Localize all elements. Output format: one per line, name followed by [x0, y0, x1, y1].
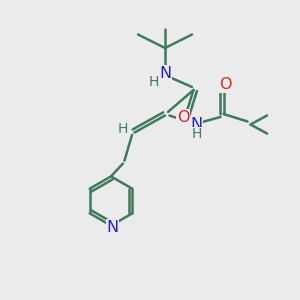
Text: H: H — [191, 128, 202, 141]
Text: O: O — [219, 77, 231, 92]
Text: H: H — [118, 122, 128, 136]
Text: N: N — [159, 66, 171, 81]
Text: N: N — [106, 220, 119, 235]
Text: N: N — [190, 117, 202, 132]
Text: H: H — [148, 75, 159, 89]
Text: O: O — [177, 110, 189, 125]
